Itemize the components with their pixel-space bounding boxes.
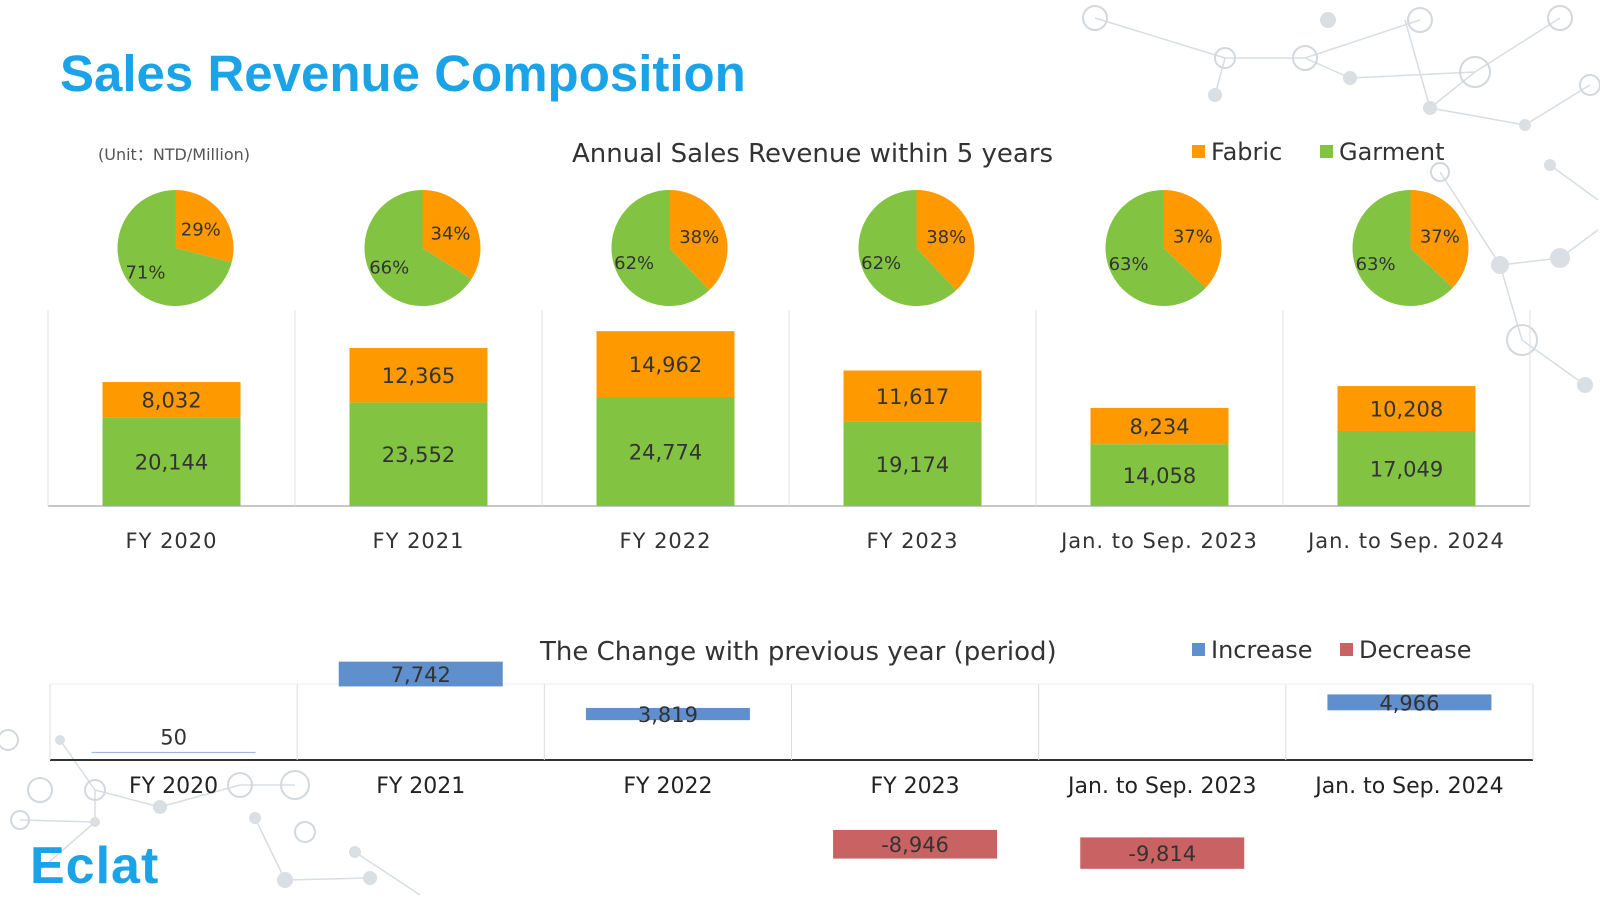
pie-slice-fabric xyxy=(422,189,481,280)
increase-bar xyxy=(91,751,256,754)
garment-value-label: 17,049 xyxy=(1370,457,1443,481)
change-x-tick-label: FY 2022 xyxy=(623,774,712,799)
garment-bar xyxy=(1090,444,1229,506)
pie-fabric-pct-label: 34% xyxy=(431,224,471,245)
fabric-bar xyxy=(349,347,488,403)
change-x-tick-label: FY 2020 xyxy=(129,774,218,799)
pie-garment-pct-label: 71% xyxy=(125,262,165,283)
fabric-bar xyxy=(1337,386,1476,431)
pie-garment-pct-label: 63% xyxy=(1109,254,1149,275)
pie-fabric-pct-label: 38% xyxy=(926,227,966,248)
legend-garment: Garment xyxy=(1320,138,1445,166)
pie-slice-garment xyxy=(117,190,232,307)
increase-bar xyxy=(1327,694,1492,711)
decrease-bar xyxy=(833,829,998,859)
pie-slice-fabric xyxy=(175,190,234,263)
change-chart-title: The Change with previous year (period) xyxy=(540,637,1057,667)
fabric-value-label: 14,962 xyxy=(629,353,702,377)
change-value-label: 7,742 xyxy=(391,663,451,687)
page-title: Sales Revenue Composition xyxy=(60,45,746,102)
annual-x-tick-label: FY 2020 xyxy=(125,529,217,553)
legend-increase: Increase xyxy=(1192,636,1313,664)
increase-bar xyxy=(338,661,503,687)
garment-value-label: 20,144 xyxy=(135,451,208,475)
eclat-logo: Eclat xyxy=(30,837,160,895)
pie-garment-pct-label: 66% xyxy=(369,257,409,278)
fabric-value-label: 8,234 xyxy=(1129,415,1189,439)
annual-x-tick-label: FY 2023 xyxy=(866,529,958,553)
fabric-value-label: 12,365 xyxy=(382,364,455,388)
legend-decrease: Decrease xyxy=(1340,636,1472,664)
pie-garment-pct-label: 62% xyxy=(614,253,654,274)
legend-increase-label: Increase xyxy=(1211,636,1313,664)
fabric-bar xyxy=(1090,407,1229,445)
garment-bar xyxy=(1337,430,1476,506)
pie-garment-pct-label: 62% xyxy=(861,253,901,274)
unit-label: (Unit：NTD/Million) xyxy=(98,145,251,164)
garment-bar xyxy=(349,402,488,506)
fabric-value-label: 10,208 xyxy=(1370,398,1443,422)
garment-bar xyxy=(596,396,735,506)
change-value-label: 50 xyxy=(160,725,187,749)
pie-slice-fabric xyxy=(916,190,975,291)
garment-value-label: 14,058 xyxy=(1123,464,1196,488)
garment-value-label: 19,174 xyxy=(876,453,949,477)
garment-value-label: 23,552 xyxy=(382,443,455,467)
garment-bar xyxy=(102,417,241,506)
annual-chart-title: Annual Sales Revenue within 5 years xyxy=(572,139,1054,169)
pie-fabric-pct-label: 37% xyxy=(1420,226,1460,247)
garment-bar xyxy=(843,421,982,506)
legend-garment-label: Garment xyxy=(1339,138,1445,166)
pie-slice-fabric xyxy=(1163,190,1222,288)
pie-slice-garment xyxy=(1352,190,1453,306)
fabric-value-label: 8,032 xyxy=(141,389,201,413)
fabric-value-label: 11,617 xyxy=(876,385,949,409)
pie-slice-fabric xyxy=(669,190,728,291)
pie-fabric-pct-label: 29% xyxy=(181,219,221,240)
garment-value-label: 24,774 xyxy=(629,440,702,464)
change-value-label: -8,946 xyxy=(881,833,949,857)
change-value-label: 4,966 xyxy=(1379,691,1439,715)
fabric-bar xyxy=(843,370,982,422)
pie-fabric-pct-label: 38% xyxy=(679,227,719,248)
decrease-swatch-icon xyxy=(1340,643,1353,656)
pie-slice-garment xyxy=(858,190,957,306)
fabric-bar xyxy=(596,331,735,397)
pie-slice-fabric xyxy=(1410,190,1469,288)
fabric-swatch-icon xyxy=(1192,145,1205,158)
change-x-tick-label: Jan. to Sep. 2023 xyxy=(1066,774,1256,799)
legend-fabric: Fabric xyxy=(1192,138,1282,166)
pie-slice-garment xyxy=(611,190,710,306)
annual-x-tick-label: Jan. to Sep. 2023 xyxy=(1059,529,1258,553)
increase-bar xyxy=(585,707,750,721)
annual-x-tick-label: Jan. to Sep. 2024 xyxy=(1306,529,1505,553)
change-x-tick-label: FY 2021 xyxy=(376,774,465,799)
pie-slice-garment xyxy=(1105,190,1206,306)
pie-garment-pct-label: 63% xyxy=(1356,254,1396,275)
pie-slice-garment xyxy=(364,189,472,306)
legend-decrease-label: Decrease xyxy=(1359,636,1472,664)
decrease-bar xyxy=(1080,837,1245,869)
change-x-tick-label: Jan. to Sep. 2024 xyxy=(1313,774,1503,799)
pie-fabric-pct-label: 37% xyxy=(1173,226,1213,247)
annual-x-tick-label: FY 2022 xyxy=(619,529,711,553)
change-x-tick-label: FY 2023 xyxy=(871,774,960,799)
change-value-label: -9,814 xyxy=(1128,842,1196,866)
garment-swatch-icon xyxy=(1320,145,1333,158)
increase-swatch-icon xyxy=(1192,643,1205,656)
legend-fabric-label: Fabric xyxy=(1211,138,1283,166)
change-value-label: 3,819 xyxy=(638,703,698,727)
fabric-bar xyxy=(102,382,241,418)
annual-x-tick-label: FY 2021 xyxy=(372,529,464,553)
